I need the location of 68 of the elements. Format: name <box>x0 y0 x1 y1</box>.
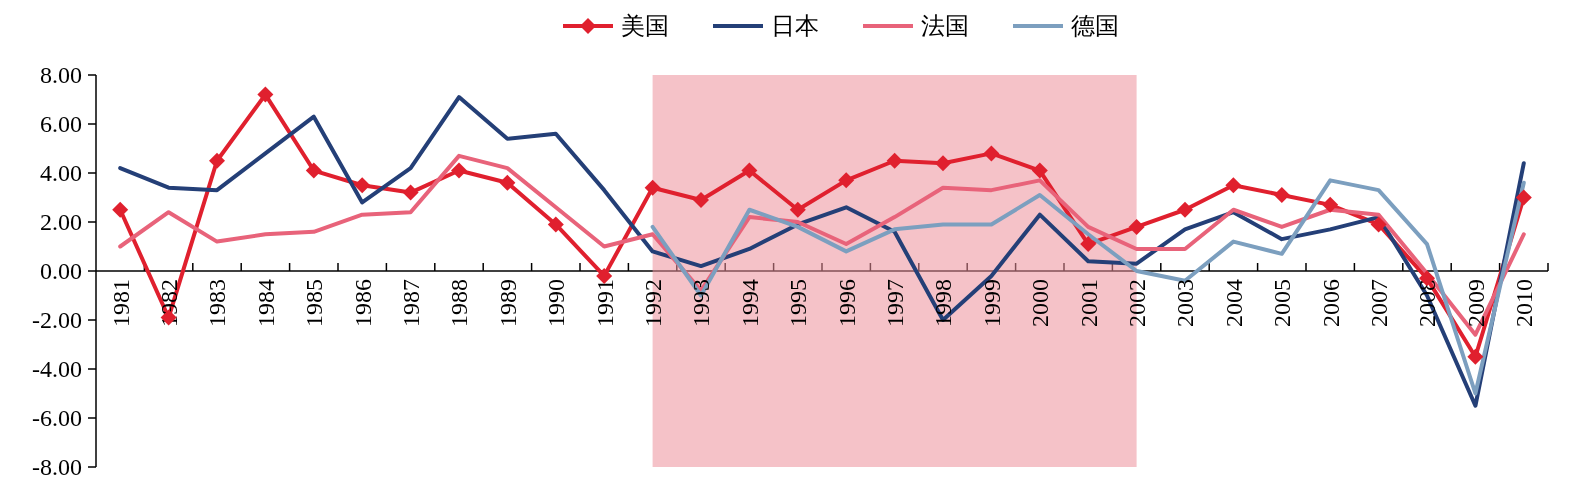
x-tick-label: 1984 <box>252 279 279 327</box>
x-tick-label: 1985 <box>301 279 328 327</box>
point <box>741 162 758 179</box>
point <box>354 177 371 194</box>
y-tick-label: 0.00 <box>40 258 82 285</box>
point <box>693 191 709 208</box>
x-tick-label: 2000 <box>1027 279 1054 327</box>
point <box>1128 218 1145 235</box>
x-tick-label: 1994 <box>736 279 763 327</box>
point <box>644 179 661 196</box>
point <box>935 155 951 172</box>
legend-label: 法国 <box>921 12 969 41</box>
y-tick-label: -6.00 <box>32 405 82 432</box>
x-tick-label: 2006 <box>1317 279 1344 327</box>
point <box>305 162 322 179</box>
x-tick-label: 2001 <box>1075 279 1102 327</box>
point <box>1080 236 1097 253</box>
legend-label: 日本 <box>771 12 819 41</box>
x-tick-label: 1987 <box>398 279 424 327</box>
point <box>209 152 225 169</box>
x-tick-label: 1983 <box>204 279 231 327</box>
point <box>983 145 1000 162</box>
x-tick-label: 1988 <box>446 279 473 327</box>
point <box>1467 348 1484 365</box>
x-tick-label: 2010 <box>1511 279 1538 327</box>
point <box>112 201 129 218</box>
x-tick-label: 2002 <box>1124 279 1150 327</box>
point <box>838 172 855 189</box>
point <box>1225 177 1242 194</box>
y-tick-label: -8.00 <box>32 454 82 479</box>
point <box>1370 216 1387 233</box>
x-tick-label: 2009 <box>1462 279 1489 327</box>
x-tick-label: 1992 <box>640 279 666 327</box>
x-tick-label: 1990 <box>543 279 570 327</box>
point <box>789 201 806 218</box>
x-tick-label: 2007 <box>1366 279 1392 327</box>
point <box>1031 162 1048 179</box>
point <box>1273 187 1290 204</box>
point <box>402 184 419 201</box>
x-tick-label: 1986 <box>349 279 376 327</box>
y-tick-label: 4.00 <box>40 160 82 187</box>
legend-label: 德国 <box>1071 12 1119 41</box>
x-tick-label: 1995 <box>785 279 812 327</box>
x-tick-label: 1981 <box>107 279 134 327</box>
legend-label: 美国 <box>621 12 669 41</box>
point <box>1515 189 1532 206</box>
x-tick-label: 2003 <box>1172 279 1199 327</box>
y-tick-label: 6.00 <box>40 111 82 138</box>
x-tick-label: 1997 <box>882 279 908 327</box>
x-tick-label: 1998 <box>930 279 957 327</box>
x-tick-label: 1993 <box>688 279 715 327</box>
point <box>547 216 564 233</box>
x-tick-label: 2004 <box>1220 279 1247 327</box>
x-tick-label: 1996 <box>833 279 860 327</box>
y-tick-label: -2.00 <box>32 307 82 334</box>
y-tick-label: 8.00 <box>40 62 82 89</box>
y-tick-label: 2.00 <box>40 209 82 236</box>
x-tick-label: 1999 <box>978 279 1005 327</box>
x-tick-label: 2005 <box>1269 279 1296 327</box>
x-tick-label: 1991 <box>591 279 618 327</box>
x-tick-label: 1989 <box>494 279 521 327</box>
point <box>499 174 516 191</box>
point <box>1177 201 1193 218</box>
point <box>257 86 274 103</box>
point <box>1322 196 1339 213</box>
y-tick-label: -4.00 <box>32 356 82 383</box>
point <box>886 152 903 169</box>
point <box>451 162 467 179</box>
